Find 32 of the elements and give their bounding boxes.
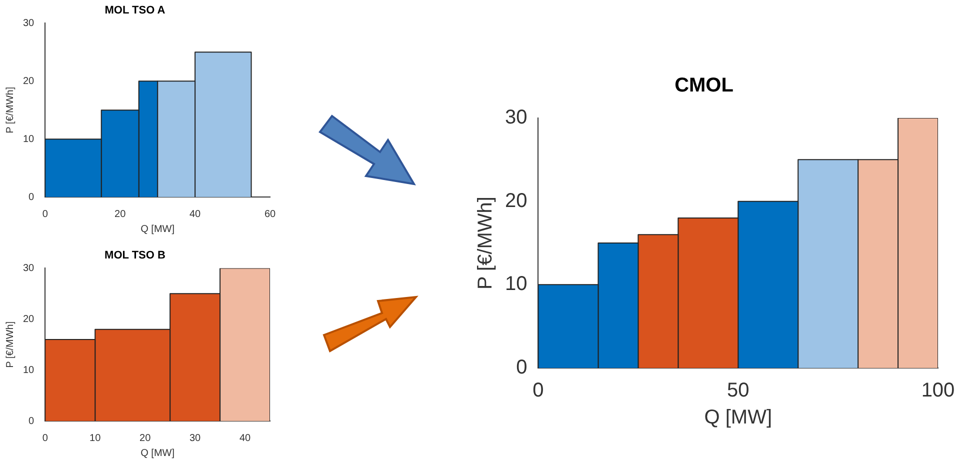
x-tick-label: 30 [189, 432, 202, 444]
chart-title: CMOL [674, 74, 734, 97]
x-tick-label: 60 [264, 208, 276, 220]
chart-title: MOL TSO A [104, 4, 166, 17]
x-axis-title: Q [MW] [140, 224, 175, 235]
x-tick-label: 20 [114, 208, 126, 220]
y-tick-label: 10 [23, 364, 35, 376]
y-tick-label: 10 [23, 134, 35, 145]
y-tick-label: 30 [23, 18, 35, 29]
x-tick-label: 50 [727, 380, 750, 402]
x-axis-title: Q [MW] [704, 406, 772, 429]
y-tick-label: 30 [504, 106, 528, 129]
x-tick-label: 10 [90, 432, 102, 444]
chart-title: MOL TSO B [104, 250, 166, 262]
y-tick-label: 0 [28, 192, 35, 203]
y-tick-label: 30 [23, 262, 35, 274]
x-tick-label: 0 [42, 208, 48, 220]
x-tick-label: 40 [189, 208, 202, 220]
y-axis-title: P [€/MWh] [4, 321, 16, 368]
x-tick-label: 40 [239, 432, 252, 444]
y-tick-label: 0 [516, 356, 528, 379]
x-tick-label: 0 [42, 432, 48, 444]
y-tick-label: 20 [23, 314, 35, 325]
y-tick-label: 0 [28, 416, 35, 427]
y-tick-label: 10 [504, 273, 528, 296]
x-tick-label: 100 [921, 380, 955, 402]
y-axis-title: P [€/MWh] [474, 196, 497, 290]
y-tick-label: 20 [23, 76, 35, 87]
x-tick-label: 20 [140, 432, 152, 444]
y-axis-title: P [€/MWh] [4, 86, 16, 134]
x-axis-title: Q [MW] [140, 448, 175, 459]
x-tick-label: 0 [532, 380, 544, 402]
